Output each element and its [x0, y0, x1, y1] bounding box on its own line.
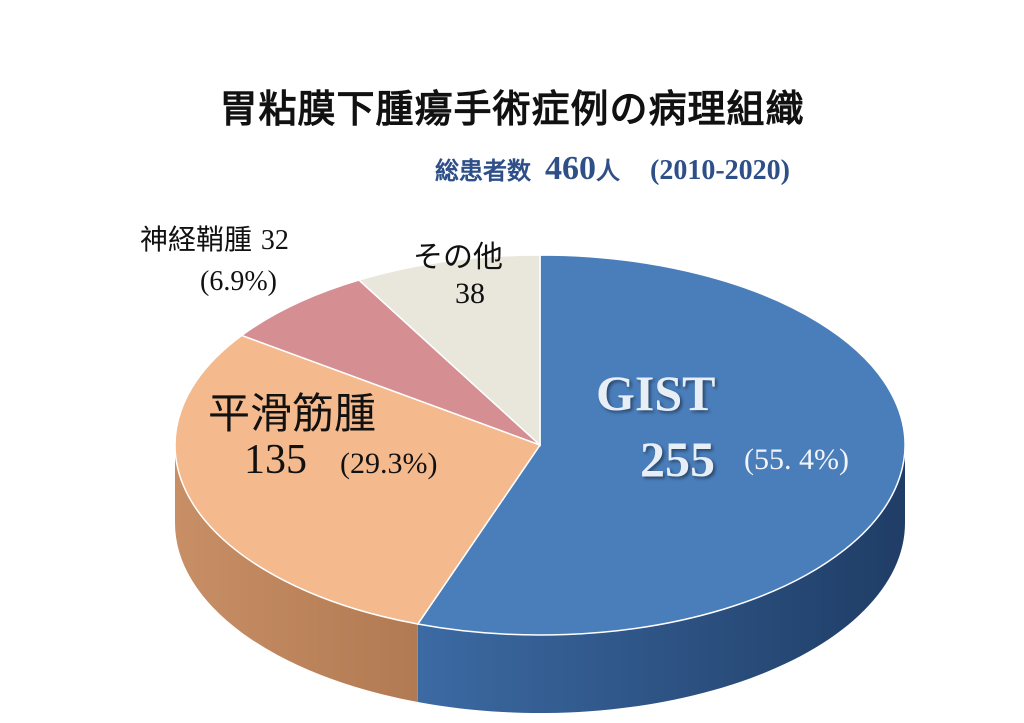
total-patients-unit: 人	[596, 157, 620, 185]
label-leiomyoma-value: 135	[244, 437, 307, 483]
chart-title: 胃粘膜下腫瘍手術症例の病理組織	[219, 87, 805, 131]
label-other-value: 38	[455, 277, 485, 310]
label-leiomyoma-percent: (29.3%)	[340, 447, 438, 480]
label-gist-name: GIST	[596, 365, 716, 421]
label-other-name: その他	[413, 240, 503, 275]
pie-side-leiomyoma	[175, 445, 418, 703]
total-patients-label: 総患者数	[435, 157, 531, 185]
chart-subtitle: 総患者数 460人 (2010-2020)	[435, 150, 790, 188]
year-range: (2010-2020)	[650, 155, 790, 186]
label-schwannoma-value: 32	[260, 225, 289, 256]
pie-slice-gist	[416, 254, 906, 636]
label-schwannoma: 神経鞘腫 32	[140, 218, 289, 258]
total-patients-count: 460	[545, 150, 596, 187]
pie-slice-schwannoma	[240, 279, 541, 446]
pie-slice-leiomyoma	[174, 334, 542, 625]
label-schwannoma-percent: (6.9%)	[200, 266, 277, 297]
label-gist-percent: (55. 4%)	[744, 443, 849, 476]
pie-side-gist	[417, 445, 905, 714]
label-gist-value: 255	[640, 431, 715, 487]
pie-slice-other	[357, 254, 541, 447]
label-schwannoma-name: 神経鞘腫	[140, 223, 253, 256]
label-leiomyoma-name: 平滑筋腫	[208, 389, 377, 438]
